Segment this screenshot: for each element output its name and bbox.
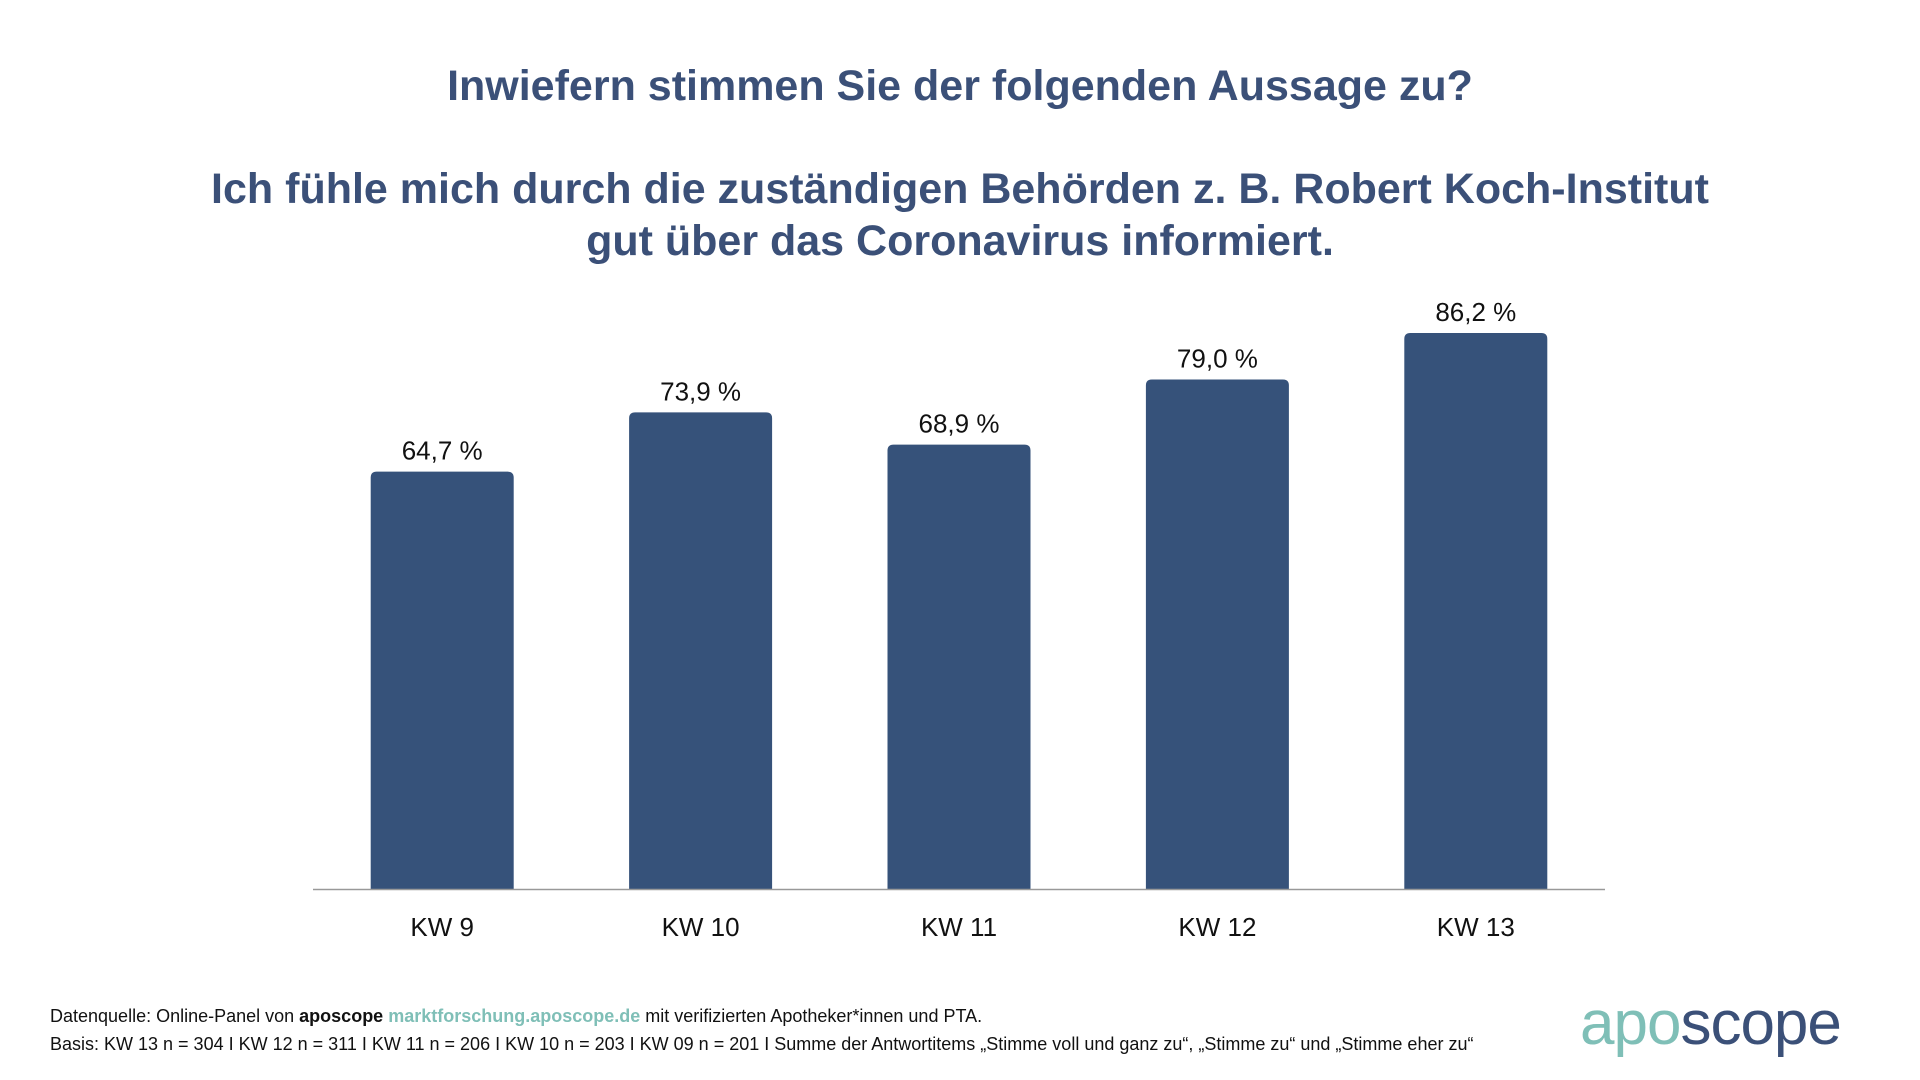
bar-kw12 [1145,379,1289,889]
data-label: 64,7 % [402,436,483,466]
aposcope-logo: aposcope [1580,988,1842,1059]
data-label: 86,2 % [1435,297,1516,327]
source-suffix: mit verifizierten Apotheker*innen und PT… [640,1006,983,1026]
x-tick-label: KW 9 [410,912,474,942]
x-tick-label: KW 12 [1178,912,1256,942]
data-label: 79,0 % [1177,343,1258,373]
source-link[interactable]: marktforschung.aposcope.de [388,1006,641,1026]
bar-kw9 [370,471,514,889]
x-tick-label: KW 11 [921,912,997,942]
x-tick-label: KW 13 [1437,912,1515,942]
chart-title: Inwiefern stimmen Sie der folgenden Auss… [447,62,1473,110]
sample-basis-note: Basis: KW 13 n = 304 I KW 12 n = 311 I K… [50,1034,1474,1054]
logo-part-scope: scope [1680,989,1841,1058]
x-tick-label: KW 10 [662,912,740,942]
bar-kw11 [887,444,1031,889]
subtitle-line-2: gut über das Coronavirus informiert. [586,217,1334,265]
chart-subtitle: Ich fühle mich durch die zuständigen Beh… [0,163,1920,267]
bar-kw13 [1404,333,1548,889]
source-brand: aposcope [299,1006,384,1026]
data-source-note: Datenquelle: Online-Panel von aposcope m… [50,1006,982,1027]
logo-part-apo: apo [1580,989,1681,1058]
source-prefix: Datenquelle: Online-Panel von [50,1006,300,1026]
subtitle-line-1: Ich fühle mich durch die zuständigen Beh… [211,165,1709,213]
data-label: 68,9 % [919,409,1000,439]
data-label: 73,9 % [660,376,741,406]
bar-kw10 [629,412,773,889]
